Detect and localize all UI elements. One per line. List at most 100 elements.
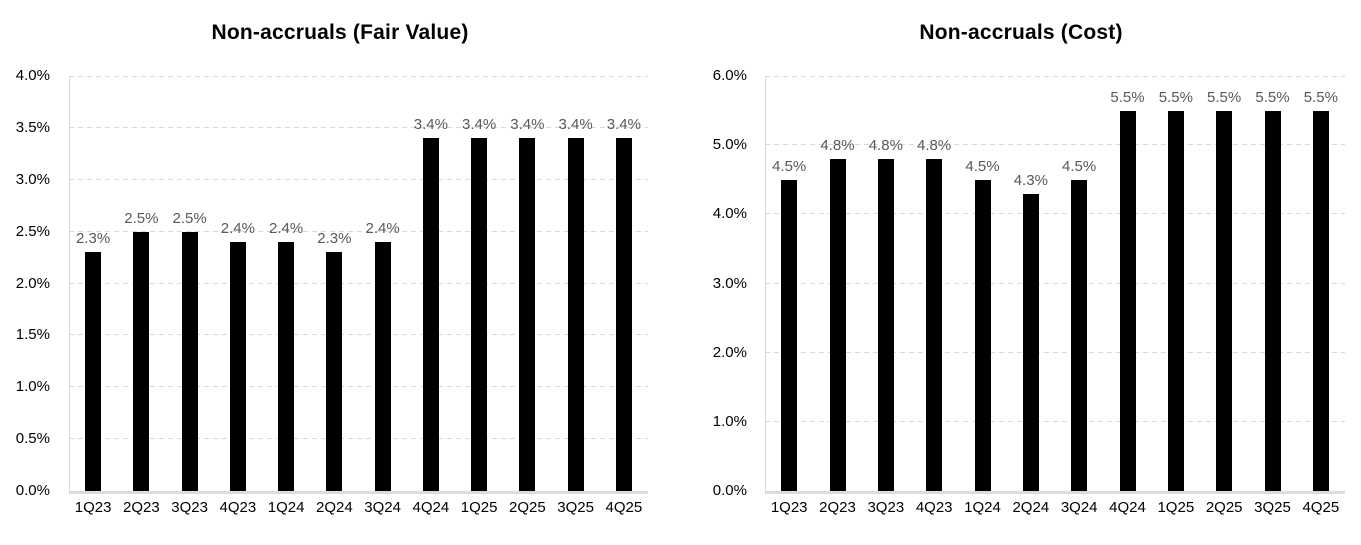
bar bbox=[615, 138, 632, 491]
data-label: 4.5% bbox=[772, 157, 807, 175]
gridline bbox=[69, 126, 648, 128]
x-tick-label: 1Q25 bbox=[1157, 499, 1195, 516]
data-label: 3.4% bbox=[462, 116, 497, 134]
bar bbox=[519, 138, 536, 491]
x-tick-label: 2Q23 bbox=[123, 499, 160, 516]
x-tick-label: 3Q23 bbox=[867, 499, 905, 516]
bar bbox=[1071, 179, 1088, 491]
data-label: 3.4% bbox=[510, 116, 545, 134]
data-label: 3.4% bbox=[413, 116, 448, 134]
bar bbox=[1264, 110, 1281, 491]
y-tick-label: 3.0% bbox=[712, 274, 747, 292]
bar bbox=[1022, 193, 1039, 491]
x-tick-label: 1Q24 bbox=[964, 499, 1001, 516]
data-label: 5.5% bbox=[1110, 88, 1145, 106]
x-tick-label: 4Q24 bbox=[1109, 499, 1146, 516]
x-axis: 1Q23 2Q23 3Q23 4Q23 1Q24 2Q24 3Q24 4Q24 1Q25 2Q25… bbox=[69, 499, 648, 519]
y-tick-label: 1.0% bbox=[15, 378, 50, 396]
chart-non-accruals-cost: Non-accruals (Cost) 0.0% 1.0% 2.0% 3.0% 4.0%… bbox=[681, 0, 1361, 545]
y-axis: 0.0% 0.5% 1.0% 1.5% 2.0% 2.5% 3.0% 3.5% 4.0% bbox=[0, 67, 50, 499]
x-tick-label: 2Q25 bbox=[509, 499, 546, 516]
plot-area: 2.3% 2.5% 2.5% 2.4% 2.4% 2.3% 2.4% 3.4% 3.4% 3.4%… bbox=[69, 76, 648, 494]
bar bbox=[1216, 110, 1233, 491]
x-tick-label: 2Q24 bbox=[1012, 499, 1050, 516]
gridline bbox=[765, 76, 1345, 77]
data-label: 2.5% bbox=[172, 209, 207, 227]
gridline bbox=[765, 420, 1345, 422]
data-label: 4.3% bbox=[1013, 171, 1048, 189]
y-tick-label: 4.0% bbox=[712, 205, 747, 223]
data-label: 2.5% bbox=[124, 209, 159, 227]
x-tick-label: 1Q25 bbox=[460, 499, 498, 516]
bar bbox=[1119, 110, 1136, 491]
y-axis-line bbox=[765, 76, 766, 491]
x-tick-label: 3Q23 bbox=[171, 499, 208, 516]
gridline bbox=[69, 282, 648, 284]
gridline bbox=[69, 386, 648, 388]
x-axis-line bbox=[69, 491, 648, 494]
bar bbox=[374, 242, 391, 491]
x-axis: 1Q23 2Q23 3Q23 4Q23 1Q24 2Q24 3Q24 4Q24 1Q25 2Q25… bbox=[765, 499, 1345, 519]
bar bbox=[1312, 110, 1329, 491]
gridline bbox=[765, 282, 1345, 284]
bar bbox=[85, 252, 102, 491]
gridline bbox=[69, 178, 648, 180]
x-tick-label: 3Q24 bbox=[364, 499, 401, 516]
bar bbox=[974, 179, 991, 491]
y-tick-label: 0.5% bbox=[15, 430, 50, 448]
y-tick-label: 1.5% bbox=[15, 326, 50, 344]
y-axis: 0.0% 1.0% 2.0% 3.0% 4.0% 5.0% 6.0% bbox=[681, 67, 747, 499]
data-label: 2.4% bbox=[365, 220, 400, 237]
bar bbox=[471, 138, 488, 491]
x-tick-label: 3Q25 bbox=[557, 499, 594, 516]
bar bbox=[781, 179, 798, 491]
x-tick-label: 1Q23 bbox=[770, 499, 808, 516]
x-tick-label: 2Q25 bbox=[1205, 499, 1243, 516]
data-label: 4.8% bbox=[820, 137, 855, 154]
data-label: 4.5% bbox=[1062, 157, 1097, 175]
bar bbox=[877, 159, 894, 491]
x-tick-label: 3Q24 bbox=[1060, 499, 1098, 516]
data-label: 2.4% bbox=[269, 220, 304, 237]
x-axis-line bbox=[765, 491, 1345, 494]
data-label: 2.3% bbox=[317, 230, 352, 248]
gridline bbox=[765, 351, 1345, 353]
gridline bbox=[69, 76, 648, 77]
y-tick-label: 3.0% bbox=[15, 170, 50, 188]
x-tick-label: 4Q23 bbox=[219, 499, 257, 516]
bar bbox=[326, 252, 343, 491]
data-label: 2.4% bbox=[220, 220, 255, 237]
y-tick-label: 6.0% bbox=[712, 67, 747, 84]
y-tick-label: 0.0% bbox=[15, 482, 50, 499]
bar bbox=[133, 231, 150, 491]
y-tick-label: 5.0% bbox=[712, 136, 747, 154]
bar bbox=[422, 138, 439, 491]
bar bbox=[278, 242, 295, 491]
y-tick-label: 2.5% bbox=[15, 222, 50, 240]
y-tick-label: 2.0% bbox=[15, 274, 50, 292]
y-tick-label: 0.0% bbox=[712, 482, 747, 499]
x-tick-label: 2Q23 bbox=[819, 499, 856, 516]
x-tick-label: 2Q24 bbox=[316, 499, 353, 516]
data-label: 4.8% bbox=[868, 137, 903, 154]
gridline bbox=[765, 144, 1345, 146]
x-tick-label: 3Q25 bbox=[1254, 499, 1291, 516]
data-label: 2.3% bbox=[76, 230, 111, 248]
data-label: 4.5% bbox=[965, 157, 1000, 175]
x-tick-label: 4Q24 bbox=[412, 499, 450, 516]
x-tick-label: 4Q25 bbox=[1302, 499, 1340, 516]
chart-title: Non-accruals (Fair Value) bbox=[211, 21, 469, 44]
gridline bbox=[69, 230, 648, 232]
gridline bbox=[69, 334, 648, 336]
bar bbox=[829, 159, 846, 491]
gridline bbox=[765, 213, 1345, 215]
data-label: 5.5% bbox=[1303, 88, 1338, 106]
plot-area: 4.5% 4.8% 4.8% 4.8% 4.5% 4.3% 4.5% 5.5% 5.5% 5.5%… bbox=[765, 76, 1345, 494]
data-label: 5.5% bbox=[1255, 88, 1290, 106]
data-label: 5.5% bbox=[1158, 88, 1193, 106]
x-tick-label: 4Q25 bbox=[605, 499, 643, 516]
bar bbox=[926, 159, 943, 491]
x-tick-label: 1Q23 bbox=[74, 499, 112, 516]
bar bbox=[567, 138, 584, 491]
